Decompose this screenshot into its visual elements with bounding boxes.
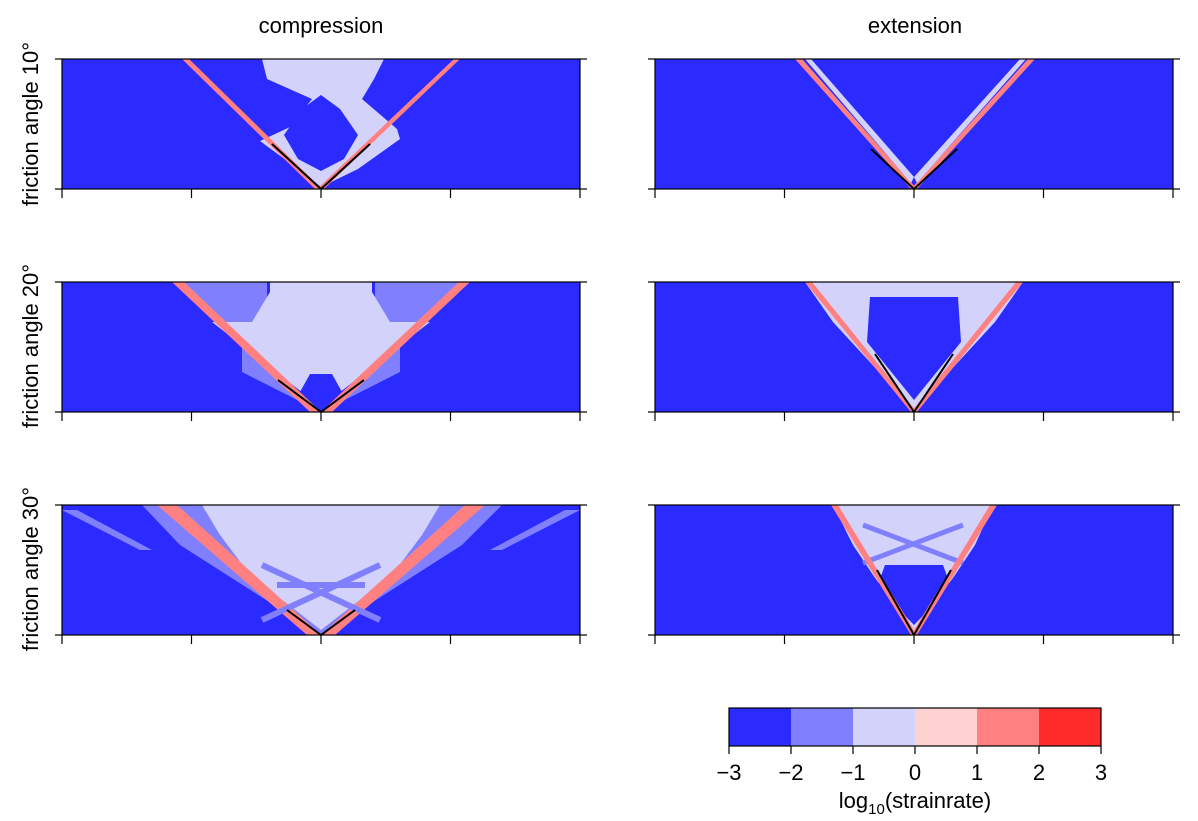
panel-compression-10 xyxy=(61,58,581,190)
row-title-20: friction angle 20° xyxy=(18,264,43,428)
colorbar-bin xyxy=(915,708,977,746)
axis-ticks xyxy=(55,58,1180,644)
pale-dome xyxy=(202,505,440,630)
colorbar-tick-label: 2 xyxy=(1033,760,1045,785)
fault-line-right xyxy=(913,148,958,190)
pale-fringe-right xyxy=(914,59,1026,183)
outer-streak-right xyxy=(490,510,580,550)
fault-line-left xyxy=(286,609,322,636)
fault-line-left xyxy=(874,353,915,413)
fault-line-right xyxy=(913,353,954,413)
row-title-30: friction angle 30° xyxy=(18,487,43,651)
colorbar-ticks: −3 −2 −1 0 1 2 3 xyxy=(716,746,1107,785)
fault-line-right xyxy=(913,569,952,636)
panel-compression-20 xyxy=(61,281,581,413)
row-title-10: friction angle 10° xyxy=(18,42,43,206)
colorbar-tick-label: 0 xyxy=(909,760,921,785)
fault-line-left xyxy=(870,148,915,190)
shear-band-left xyxy=(157,505,321,635)
fault-line-left xyxy=(271,143,322,190)
x-pattern xyxy=(862,522,964,566)
fault-line-right xyxy=(320,379,365,413)
dark-lobe xyxy=(300,374,342,407)
outer-streak-left xyxy=(62,510,152,550)
shear-band-left xyxy=(172,282,321,412)
column-title-extension: extension xyxy=(868,13,962,38)
colorbar-bin xyxy=(1039,708,1101,746)
shear-band-right xyxy=(321,282,470,412)
dark-cavity xyxy=(867,297,961,400)
shear-band-right xyxy=(317,59,460,189)
medium-blue-envelope xyxy=(172,282,470,412)
panel-background xyxy=(655,59,1173,189)
x-pattern xyxy=(260,562,382,623)
colorbar-bin xyxy=(729,708,791,746)
shear-band-left xyxy=(805,282,917,412)
colorbar-tick-label: −1 xyxy=(840,760,865,785)
fault-line-left xyxy=(876,569,915,636)
column-title-compression: compression xyxy=(259,13,384,38)
shear-band-right xyxy=(321,505,485,635)
shear-band-right xyxy=(911,59,1035,189)
colorbar-bin xyxy=(977,708,1039,746)
colorbar-bin xyxy=(853,708,915,746)
pale-fringe-left xyxy=(805,59,914,183)
colorbar-bin xyxy=(791,708,853,746)
inner-dark-core xyxy=(284,95,358,171)
fault-line-right xyxy=(320,143,371,190)
fault-line-right xyxy=(320,609,356,636)
colorbar-bins xyxy=(729,708,1101,746)
shear-band-left xyxy=(795,59,917,189)
colorbar-tick-label: −3 xyxy=(716,760,741,785)
pale-central-zone xyxy=(212,282,430,407)
panel-compression-30 xyxy=(61,504,581,636)
dark-cavity xyxy=(877,565,951,625)
colorbar-tick-label: 3 xyxy=(1095,760,1107,785)
colorbar: −3 −2 −1 0 1 2 3 log10(strainrate) xyxy=(716,707,1107,818)
panel-extension-10 xyxy=(654,58,1174,190)
colorbar-label: log10(strainrate) xyxy=(839,788,991,818)
colorbar-tick-label: −2 xyxy=(778,760,803,785)
panel-extension-20 xyxy=(654,281,1174,413)
panel-extension-30 xyxy=(654,504,1174,636)
fault-line-left xyxy=(277,379,322,413)
colorbar-tick-label: 1 xyxy=(971,760,983,785)
shear-band-right xyxy=(911,282,1023,412)
